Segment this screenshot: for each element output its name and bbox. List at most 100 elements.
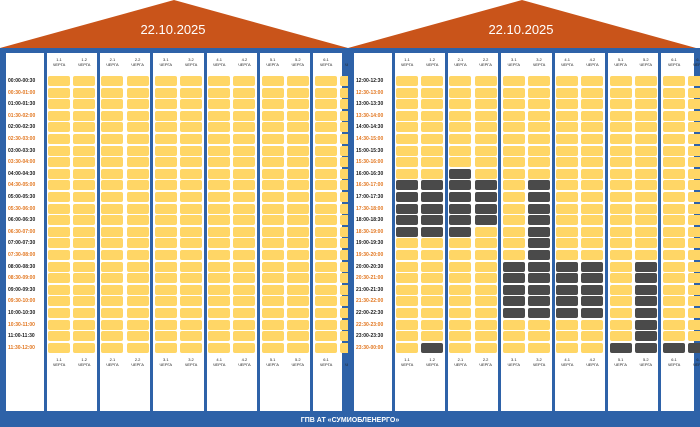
queue-header-top: 3.2 ЧЕРГА xyxy=(528,57,550,67)
power-on-cell xyxy=(688,284,700,295)
time-slot-label: 14:30-15:00 xyxy=(356,136,384,142)
power-on-cell xyxy=(634,215,657,226)
power-on-cell xyxy=(180,238,202,249)
power-on-cell xyxy=(474,145,497,156)
power-on-cell xyxy=(101,122,124,133)
power-on-cell xyxy=(73,226,96,237)
power-on-cell xyxy=(154,342,177,353)
power-on-cell xyxy=(609,273,632,284)
outage-cell xyxy=(634,261,657,272)
group-separator xyxy=(658,53,662,411)
power-on-cell xyxy=(233,226,256,237)
power-on-cell xyxy=(126,122,149,133)
queue-label: ЧЕРГА xyxy=(425,362,439,368)
queue-label: ЧЕРГА xyxy=(639,362,653,368)
power-on-cell xyxy=(126,99,149,110)
power-on-cell xyxy=(208,134,231,144)
queue-number: 2.1 xyxy=(457,57,464,62)
outage-cell xyxy=(581,296,604,307)
outage-cell xyxy=(502,284,525,295)
power-on-cell xyxy=(126,192,149,202)
queue-number: 4.1 xyxy=(564,57,570,62)
power-on-cell xyxy=(73,180,96,191)
power-on-cell xyxy=(688,238,700,249)
power-on-cell xyxy=(634,99,657,110)
power-on-cell xyxy=(502,238,525,249)
queue-label: ЧЕРГА xyxy=(639,62,653,67)
power-on-cell xyxy=(126,226,149,237)
time-slot-label: 01:30-02:00 xyxy=(8,112,36,119)
time-column-separator xyxy=(44,53,47,411)
queue-header-bottom: 1.2 ЧЕРГА xyxy=(421,357,443,367)
power-on-cell xyxy=(556,226,579,237)
power-on-cell xyxy=(48,319,70,330)
power-on-cell xyxy=(233,238,256,249)
power-on-cell xyxy=(634,192,657,202)
outage-cell xyxy=(421,203,444,214)
power-on-cell xyxy=(315,157,337,168)
power-on-cell xyxy=(154,261,177,272)
power-on-cell xyxy=(609,331,632,342)
queue-number: 2.1 xyxy=(457,357,464,363)
outage-cell xyxy=(421,215,444,226)
power-on-cell xyxy=(208,168,231,179)
power-on-cell xyxy=(474,168,497,179)
power-on-cell xyxy=(581,226,604,237)
power-on-cell xyxy=(581,168,604,179)
power-on-cell xyxy=(581,331,604,342)
queue-number: 4.2 xyxy=(589,57,596,62)
power-on-cell xyxy=(154,296,177,307)
power-on-cell xyxy=(48,308,70,318)
time-slot-label: 04:00-04:30 xyxy=(8,170,36,177)
right-date: 22.10.2025 xyxy=(488,22,554,37)
queue-label: ЧЕРГА xyxy=(106,62,119,67)
power-on-cell xyxy=(208,99,231,110)
time-slot-label: 22:00-22:30 xyxy=(356,310,384,316)
power-on-cell xyxy=(688,122,700,133)
footer-company: ГПВ АТ «СУМИОБЛЕНЕРГО» xyxy=(0,414,700,427)
queue-header-bottom: 4.1 ЧЕРГА xyxy=(208,357,230,367)
power-on-cell xyxy=(261,215,284,226)
power-on-cell xyxy=(396,273,418,284)
outage-cell xyxy=(688,342,700,353)
queue-header-top: 1.2 ЧЕРГА xyxy=(73,57,95,67)
power-on-cell xyxy=(421,122,444,133)
power-on-cell xyxy=(126,203,149,214)
power-on-cell xyxy=(154,250,177,260)
power-on-cell xyxy=(208,110,231,121)
time-slot-label: 03:30-04:00 xyxy=(8,159,36,166)
power-on-cell xyxy=(315,250,337,260)
power-on-cell xyxy=(663,76,685,86)
outage-cell xyxy=(421,180,444,191)
power-on-cell xyxy=(261,99,284,110)
power-on-cell xyxy=(688,134,700,144)
queue-label: ЧЕРГА xyxy=(266,62,279,67)
power-on-cell xyxy=(634,76,657,86)
power-on-cell xyxy=(208,192,231,202)
power-on-cell xyxy=(208,76,231,86)
power-on-cell xyxy=(208,342,231,353)
power-on-cell xyxy=(609,99,632,110)
power-on-cell xyxy=(73,342,96,353)
time-slot-label: 12:30-13:00 xyxy=(356,89,384,96)
power-on-cell xyxy=(502,99,525,110)
queue-label: ЧЕРГА xyxy=(291,62,305,67)
power-on-cell xyxy=(396,110,418,121)
power-on-cell xyxy=(48,238,70,249)
queue-header-top: 5.1 ЧЕРГА xyxy=(262,57,284,67)
power-on-cell xyxy=(154,319,177,330)
power-on-cell xyxy=(421,250,444,260)
power-on-cell xyxy=(581,122,604,133)
power-on-cell xyxy=(556,99,579,110)
power-on-cell xyxy=(663,215,685,226)
power-on-cell xyxy=(474,250,497,260)
power-on-cell xyxy=(48,261,70,272)
power-on-cell xyxy=(154,308,177,318)
power-on-cell xyxy=(48,331,70,342)
power-on-cell xyxy=(48,145,70,156)
outage-cell xyxy=(634,319,657,330)
time-slot-label: 02:30-03:00 xyxy=(8,136,36,142)
power-on-cell xyxy=(421,284,444,295)
power-on-cell xyxy=(528,319,550,330)
power-on-cell xyxy=(101,226,124,237)
